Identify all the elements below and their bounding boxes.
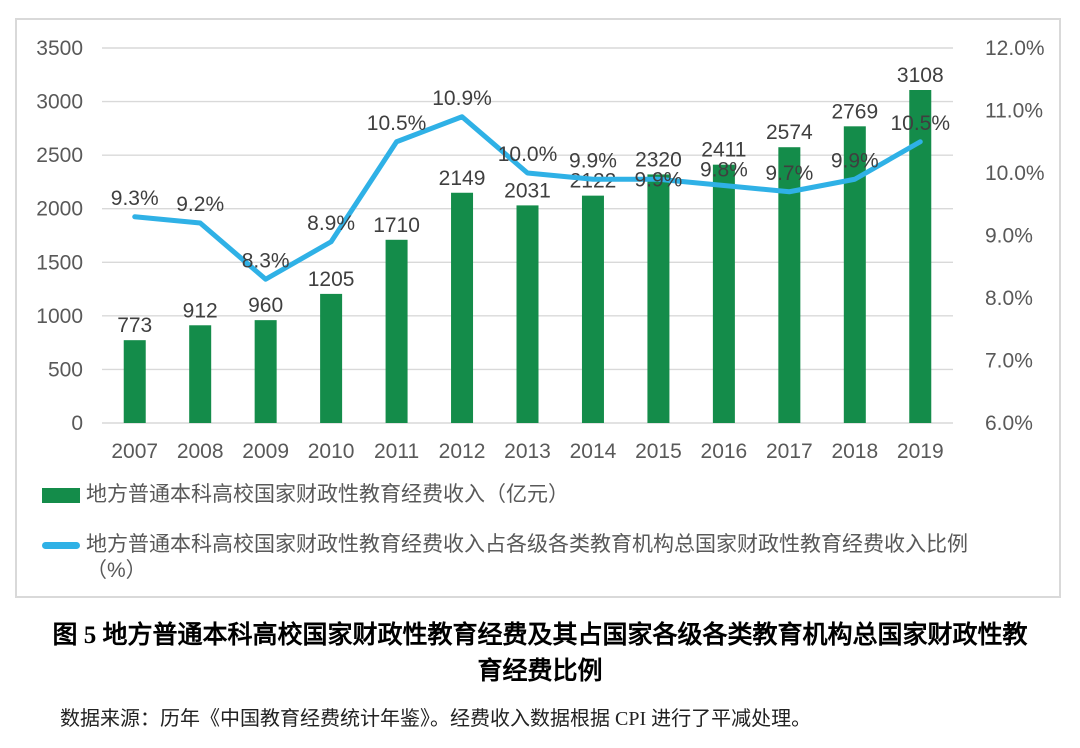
right-axis-tick-label: 10.0% (985, 162, 1045, 185)
x-axis-year-label: 2015 (635, 440, 682, 463)
x-axis-year-label: 2011 (374, 440, 419, 463)
percentage-line (132, 114, 923, 282)
bar-2009 (254, 320, 277, 423)
bar-2016 (712, 164, 735, 423)
bar-value-label: 2031 (504, 179, 551, 202)
line-series-swatch-icon (42, 542, 80, 549)
bar-2015 (647, 174, 670, 423)
legend-item-line-series: 地方普通本科高校国家财政性教育经费收入占各级各类教育机构总国家财政性教育经费收入… (42, 532, 1042, 584)
bar-2008 (189, 325, 212, 423)
left-axis-tick-label: 1000 (36, 305, 83, 328)
line-percent-label: 10.0% (498, 143, 558, 166)
bar-value-label: 773 (117, 314, 152, 337)
chart-legend: 地方普通本科高校国家财政性教育经费收入（亿元） 地方普通本科高校国家财政性教育经… (42, 482, 1042, 608)
right-axis-tick-label: 11.0% (985, 100, 1043, 123)
bar-value-label: 2411 (701, 139, 746, 162)
x-axis-year-label: 2010 (308, 440, 355, 463)
bar-2019 (909, 90, 932, 423)
bar-2017 (778, 147, 801, 423)
right-axis-tick-label: 12.0% (985, 37, 1045, 60)
legend-label-bar-series: 地方普通本科高校国家财政性教育经费收入（亿元） (86, 483, 569, 506)
line-percent-label: 9.2% (176, 193, 224, 216)
line-percent-label: 8.9% (307, 212, 355, 235)
x-axis-year-label: 2008 (177, 440, 224, 463)
right-axis-tick-label: 7.0% (985, 350, 1033, 373)
line-percent-label: 9.9% (831, 149, 879, 172)
bar-value-label: 3108 (897, 64, 944, 87)
x-axis-year-label: 2018 (831, 440, 878, 463)
x-axis-year-label: 2014 (570, 440, 617, 463)
left-axis-tick-label: 500 (48, 358, 83, 381)
bar-value-label: 2320 (635, 148, 682, 171)
bar-2018 (843, 126, 866, 424)
bar-value-label: 2574 (766, 121, 813, 144)
bar-2011 (385, 239, 408, 423)
bar-value-label: 1710 (373, 214, 420, 237)
x-axis-year-label: 2013 (504, 440, 551, 463)
legend-item-bar-series: 地方普通本科高校国家财政性教育经费收入（亿元） (42, 482, 1042, 508)
left-axis-tick-label: 3500 (36, 37, 83, 60)
bar-2010 (320, 293, 343, 423)
figure-caption: 图 5 地方普通本科高校国家财政性教育经费及其占国家各级各类教育机构总国家财政性… (52, 622, 1028, 685)
left-axis-tick-label: 2000 (36, 198, 83, 221)
bar-value-label: 2769 (831, 100, 878, 123)
bar-2014 (581, 195, 604, 423)
bar-series-swatch-icon (42, 488, 80, 503)
line-percent-label: 8.3% (242, 249, 290, 272)
bar-value-label: 912 (183, 299, 218, 322)
right-axis-tick-label: 6.0% (985, 412, 1033, 435)
line-percent-label: 9.7% (765, 162, 813, 185)
right-axis-tick-label: 9.0% (985, 225, 1033, 248)
line-percent-label: 10.5% (890, 112, 950, 135)
x-axis-year-label: 2017 (766, 440, 813, 463)
bar-value-label: 960 (248, 294, 283, 317)
line-percent-label: 9.9% (634, 168, 682, 191)
x-axis-year-label: 2019 (897, 440, 944, 463)
line-percent-label: 10.5% (367, 112, 427, 135)
left-axis-tick-label: 0 (71, 412, 83, 435)
bar-2007 (123, 340, 146, 423)
x-axis-year-label: 2016 (701, 440, 748, 463)
x-axis-year-label: 2012 (439, 440, 486, 463)
line-percent-label: 9.9% (569, 149, 617, 172)
line-percent-label: 9.3% (111, 187, 159, 210)
bar-value-label: 2149 (439, 167, 486, 190)
bar-2013 (516, 205, 539, 423)
legend-label-line-series: 地方普通本科高校国家财政性教育经费收入占各级各类教育机构总国家财政性教育经费收入… (86, 533, 968, 582)
combo-chart-plot: 3500 3000 2500 2000 1500 1000 500 0 12.0% 11.0% 10… (36, 37, 1045, 463)
line-percent-label: 10.9% (432, 87, 492, 110)
data-source-note: 数据来源：历年《中国教育经费统计年鉴》。经费收入数据根据 CPI 进行了平减处理… (60, 708, 812, 730)
x-axis-year-label: 2007 (111, 440, 158, 463)
left-axis-tick-label: 2500 (36, 144, 83, 167)
left-axis-tick-label: 1500 (36, 251, 83, 274)
right-axis-tick-label: 8.0% (985, 287, 1033, 310)
chart-frame: 3500 3000 2500 2000 1500 1000 500 0 12.0% 11.0% 10… (15, 18, 1061, 598)
left-axis-tick-label: 3000 (36, 91, 83, 114)
x-axis-year-label: 2009 (242, 440, 289, 463)
bar-2012 (451, 192, 474, 423)
line-percent-label: 9.8% (700, 159, 748, 182)
bar-value-label: 1205 (308, 268, 355, 291)
